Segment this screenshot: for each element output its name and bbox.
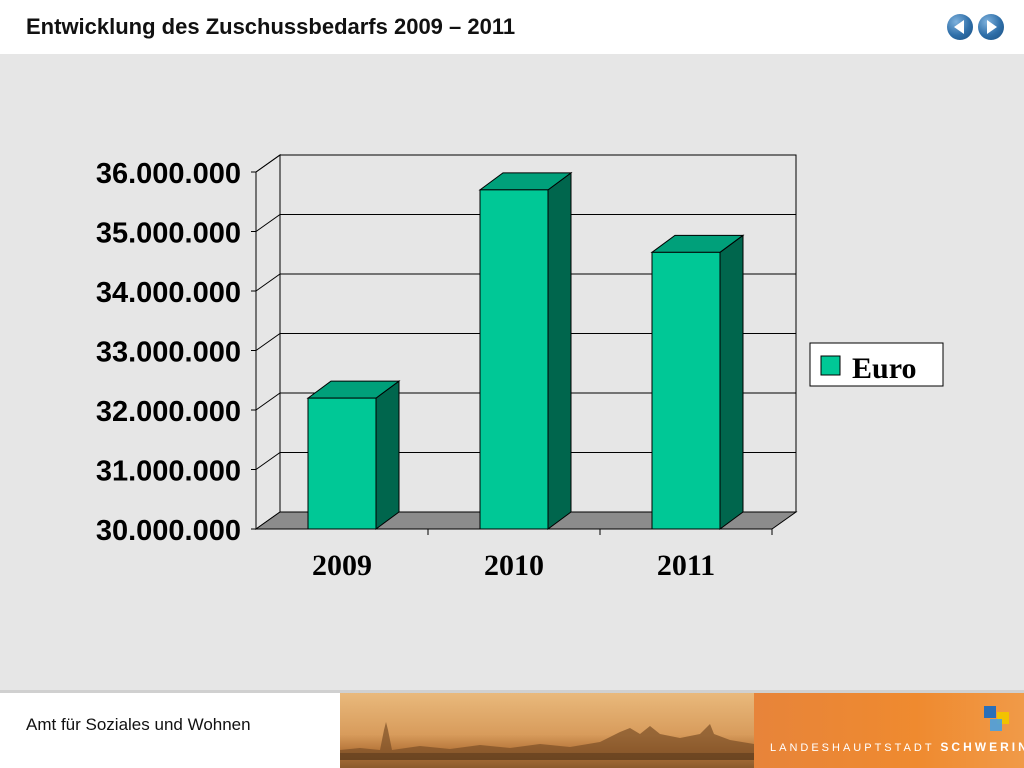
y-tick-label: 30.000.000 [96, 515, 241, 547]
y-tick-label: 36.000.000 [96, 158, 241, 190]
gridline [255, 392, 796, 411]
brand-wordmark: LANDESHAUPTSTADT SCHWERIN [770, 740, 1024, 754]
bar-side [547, 171, 572, 530]
footer-brand-band [754, 693, 1024, 768]
previous-slide-button[interactable] [947, 14, 973, 40]
gridline [255, 333, 796, 351]
gridline [255, 273, 796, 292]
gridline [255, 452, 796, 470]
legend-label: Euro [852, 352, 916, 385]
bar [479, 189, 549, 530]
arrow-left-icon [954, 20, 964, 34]
legend-swatch [820, 355, 841, 376]
y-tick-label: 34.000.000 [96, 277, 241, 309]
brand-name: SCHWERIN [940, 740, 1024, 754]
next-slide-button[interactable] [978, 14, 1004, 40]
city-skyline-icon [340, 722, 754, 760]
y-tick-label: 32.000.000 [96, 396, 241, 428]
footer-city-photo [340, 693, 754, 768]
bar-chart: 30.000.000 31.000.000 32.000.000 33.000.000… [96, 154, 944, 582]
brand-prefix: LANDESHAUPTSTADT [770, 742, 935, 754]
slide-header: Entwicklung des Zuschussbedarfs 2009 – 2… [0, 0, 1024, 54]
x-tick-label: 2011 [657, 549, 715, 582]
schwerin-logo-icon [984, 706, 1009, 731]
bar-side [375, 380, 400, 530]
bar [307, 397, 377, 530]
slide-title: Entwicklung des Zuschussbedarfs 2009 – 2… [26, 14, 516, 39]
footer-department: Amt für Soziales und Wohnen [26, 715, 251, 734]
gridline [255, 154, 796, 173]
x-tick-label: 2009 [312, 549, 372, 582]
arrow-right-icon [987, 20, 997, 34]
footer: Amt für Soziales und Wohnen [0, 690, 1024, 768]
x-tick-label: 2010 [484, 549, 544, 582]
chart-area: 30.000.000 31.000.000 32.000.000 33.000.000… [0, 54, 1024, 690]
y-tick-label: 33.000.000 [96, 337, 241, 369]
gridline [255, 214, 796, 232]
bar [651, 251, 721, 530]
y-tick-label: 35.000.000 [96, 218, 241, 250]
y-tick-label: 31.000.000 [96, 456, 241, 488]
bar-side [719, 234, 744, 530]
